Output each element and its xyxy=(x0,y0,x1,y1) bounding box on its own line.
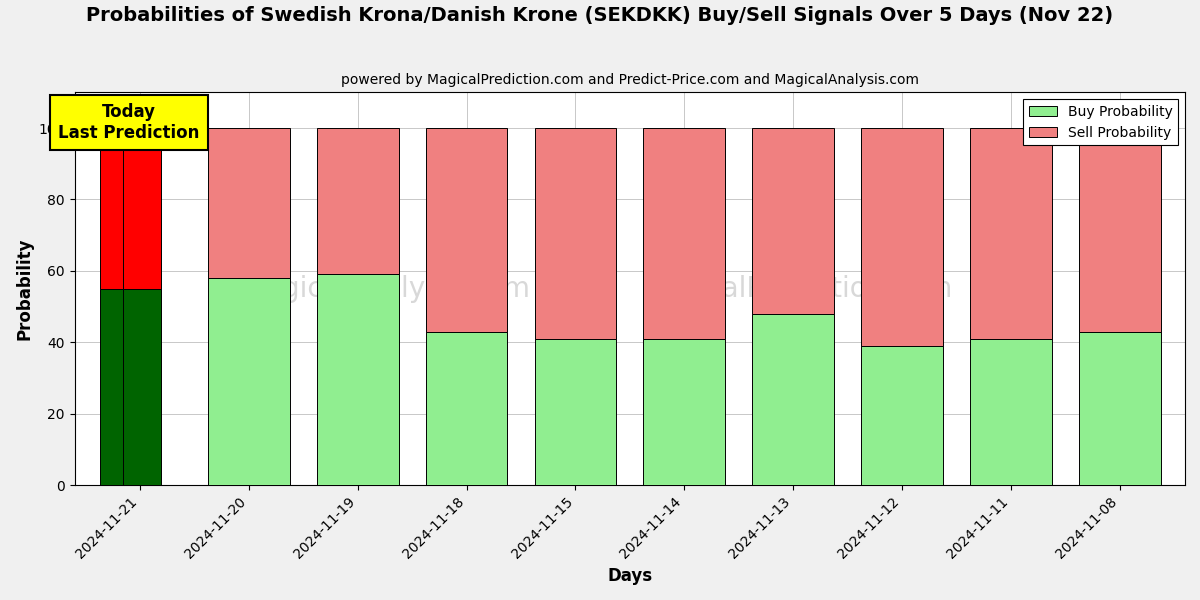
Bar xyxy=(100,289,138,485)
Y-axis label: Probability: Probability xyxy=(16,238,34,340)
Bar xyxy=(643,128,725,338)
Bar xyxy=(1079,128,1160,332)
Bar xyxy=(1079,332,1160,485)
Text: Probabilities of Swedish Krona/Danish Krone (SEKDKK) Buy/Sell Signals Over 5 Day: Probabilities of Swedish Krona/Danish Kr… xyxy=(86,6,1114,25)
Bar xyxy=(970,128,1051,338)
Text: MagicalPrediction.com: MagicalPrediction.com xyxy=(640,275,953,303)
Text: Today
Last Prediction: Today Last Prediction xyxy=(59,103,199,142)
Legend: Buy Probability, Sell Probability: Buy Probability, Sell Probability xyxy=(1024,99,1178,145)
Bar xyxy=(100,128,138,289)
Bar xyxy=(317,274,398,485)
X-axis label: Days: Days xyxy=(607,567,653,585)
Bar xyxy=(534,128,617,338)
Bar xyxy=(643,338,725,485)
Bar xyxy=(208,278,289,485)
Bar xyxy=(124,289,161,485)
Text: MagicalAnalysis.com: MagicalAnalysis.com xyxy=(241,275,530,303)
Bar xyxy=(208,128,289,278)
Bar xyxy=(862,346,943,485)
Bar xyxy=(426,128,508,332)
Bar xyxy=(752,128,834,314)
Bar xyxy=(124,128,161,289)
Bar xyxy=(862,128,943,346)
Bar xyxy=(534,338,617,485)
Bar xyxy=(426,332,508,485)
Bar xyxy=(970,338,1051,485)
Bar xyxy=(317,128,398,274)
Bar xyxy=(752,314,834,485)
Title: powered by MagicalPrediction.com and Predict-Price.com and MagicalAnalysis.com: powered by MagicalPrediction.com and Pre… xyxy=(341,73,919,87)
